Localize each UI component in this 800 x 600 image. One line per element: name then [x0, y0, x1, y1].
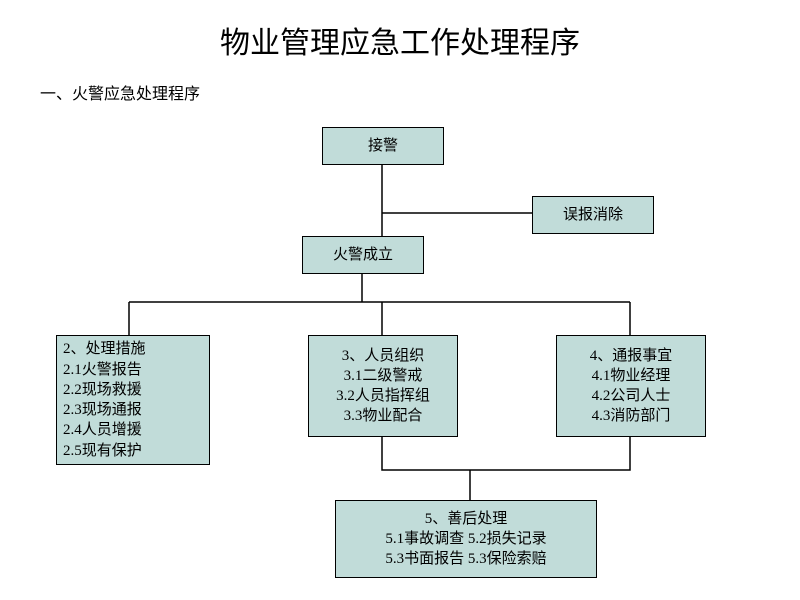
node-line: 3.1二级警戒 — [344, 366, 423, 386]
node-line: 4.3消防部门 — [592, 406, 671, 426]
node-aftermath: 5、善后处理5.1事故调查 5.2损失记录5.3书面报告 5.3保险索赔 — [335, 500, 597, 578]
node-line: 4.2公司人士 — [592, 386, 671, 406]
node-fire-confirmed: 火警成立 — [302, 236, 424, 274]
node-line: 5、善后处理 — [425, 509, 508, 529]
node-line: 4.1物业经理 — [592, 366, 671, 386]
node-measures: 2、处理措施2.1火警报告2.2现场救援2.3现场通报2.4人员增援2.5现有保… — [56, 335, 210, 465]
node-line: 3、人员组织 — [342, 346, 425, 366]
node-organization: 3、人员组织3.1二级警戒3.2人员指挥组3.3物业配合 — [308, 335, 458, 437]
page-title: 物业管理应急工作处理程序 — [0, 0, 800, 62]
section-subtitle: 一、火警应急处理程序 — [0, 62, 800, 104]
node-line: 5.1事故调查 5.2损失记录 — [385, 529, 546, 549]
node-label: 接警 — [368, 136, 398, 156]
node-line: 3.3物业配合 — [344, 406, 423, 426]
node-line: 2、处理措施 — [63, 339, 146, 359]
node-receive-alarm: 接警 — [322, 127, 444, 165]
node-notification: 4、通报事宜4.1物业经理4.2公司人士4.3消防部门 — [556, 335, 706, 437]
node-line: 2.2现场救援 — [63, 380, 142, 400]
node-line: 2.1火警报告 — [63, 360, 142, 380]
node-line: 3.2人员指挥组 — [336, 386, 430, 406]
node-label: 火警成立 — [333, 245, 393, 265]
node-line: 4、通报事宜 — [590, 346, 673, 366]
node-line: 5.3书面报告 5.3保险索赔 — [385, 549, 546, 569]
node-line: 2.4人员增援 — [63, 420, 142, 440]
node-label: 误报消除 — [563, 205, 623, 225]
node-line: 2.5现有保护 — [63, 441, 142, 461]
node-false-alarm: 误报消除 — [532, 196, 654, 234]
node-line: 2.3现场通报 — [63, 400, 142, 420]
